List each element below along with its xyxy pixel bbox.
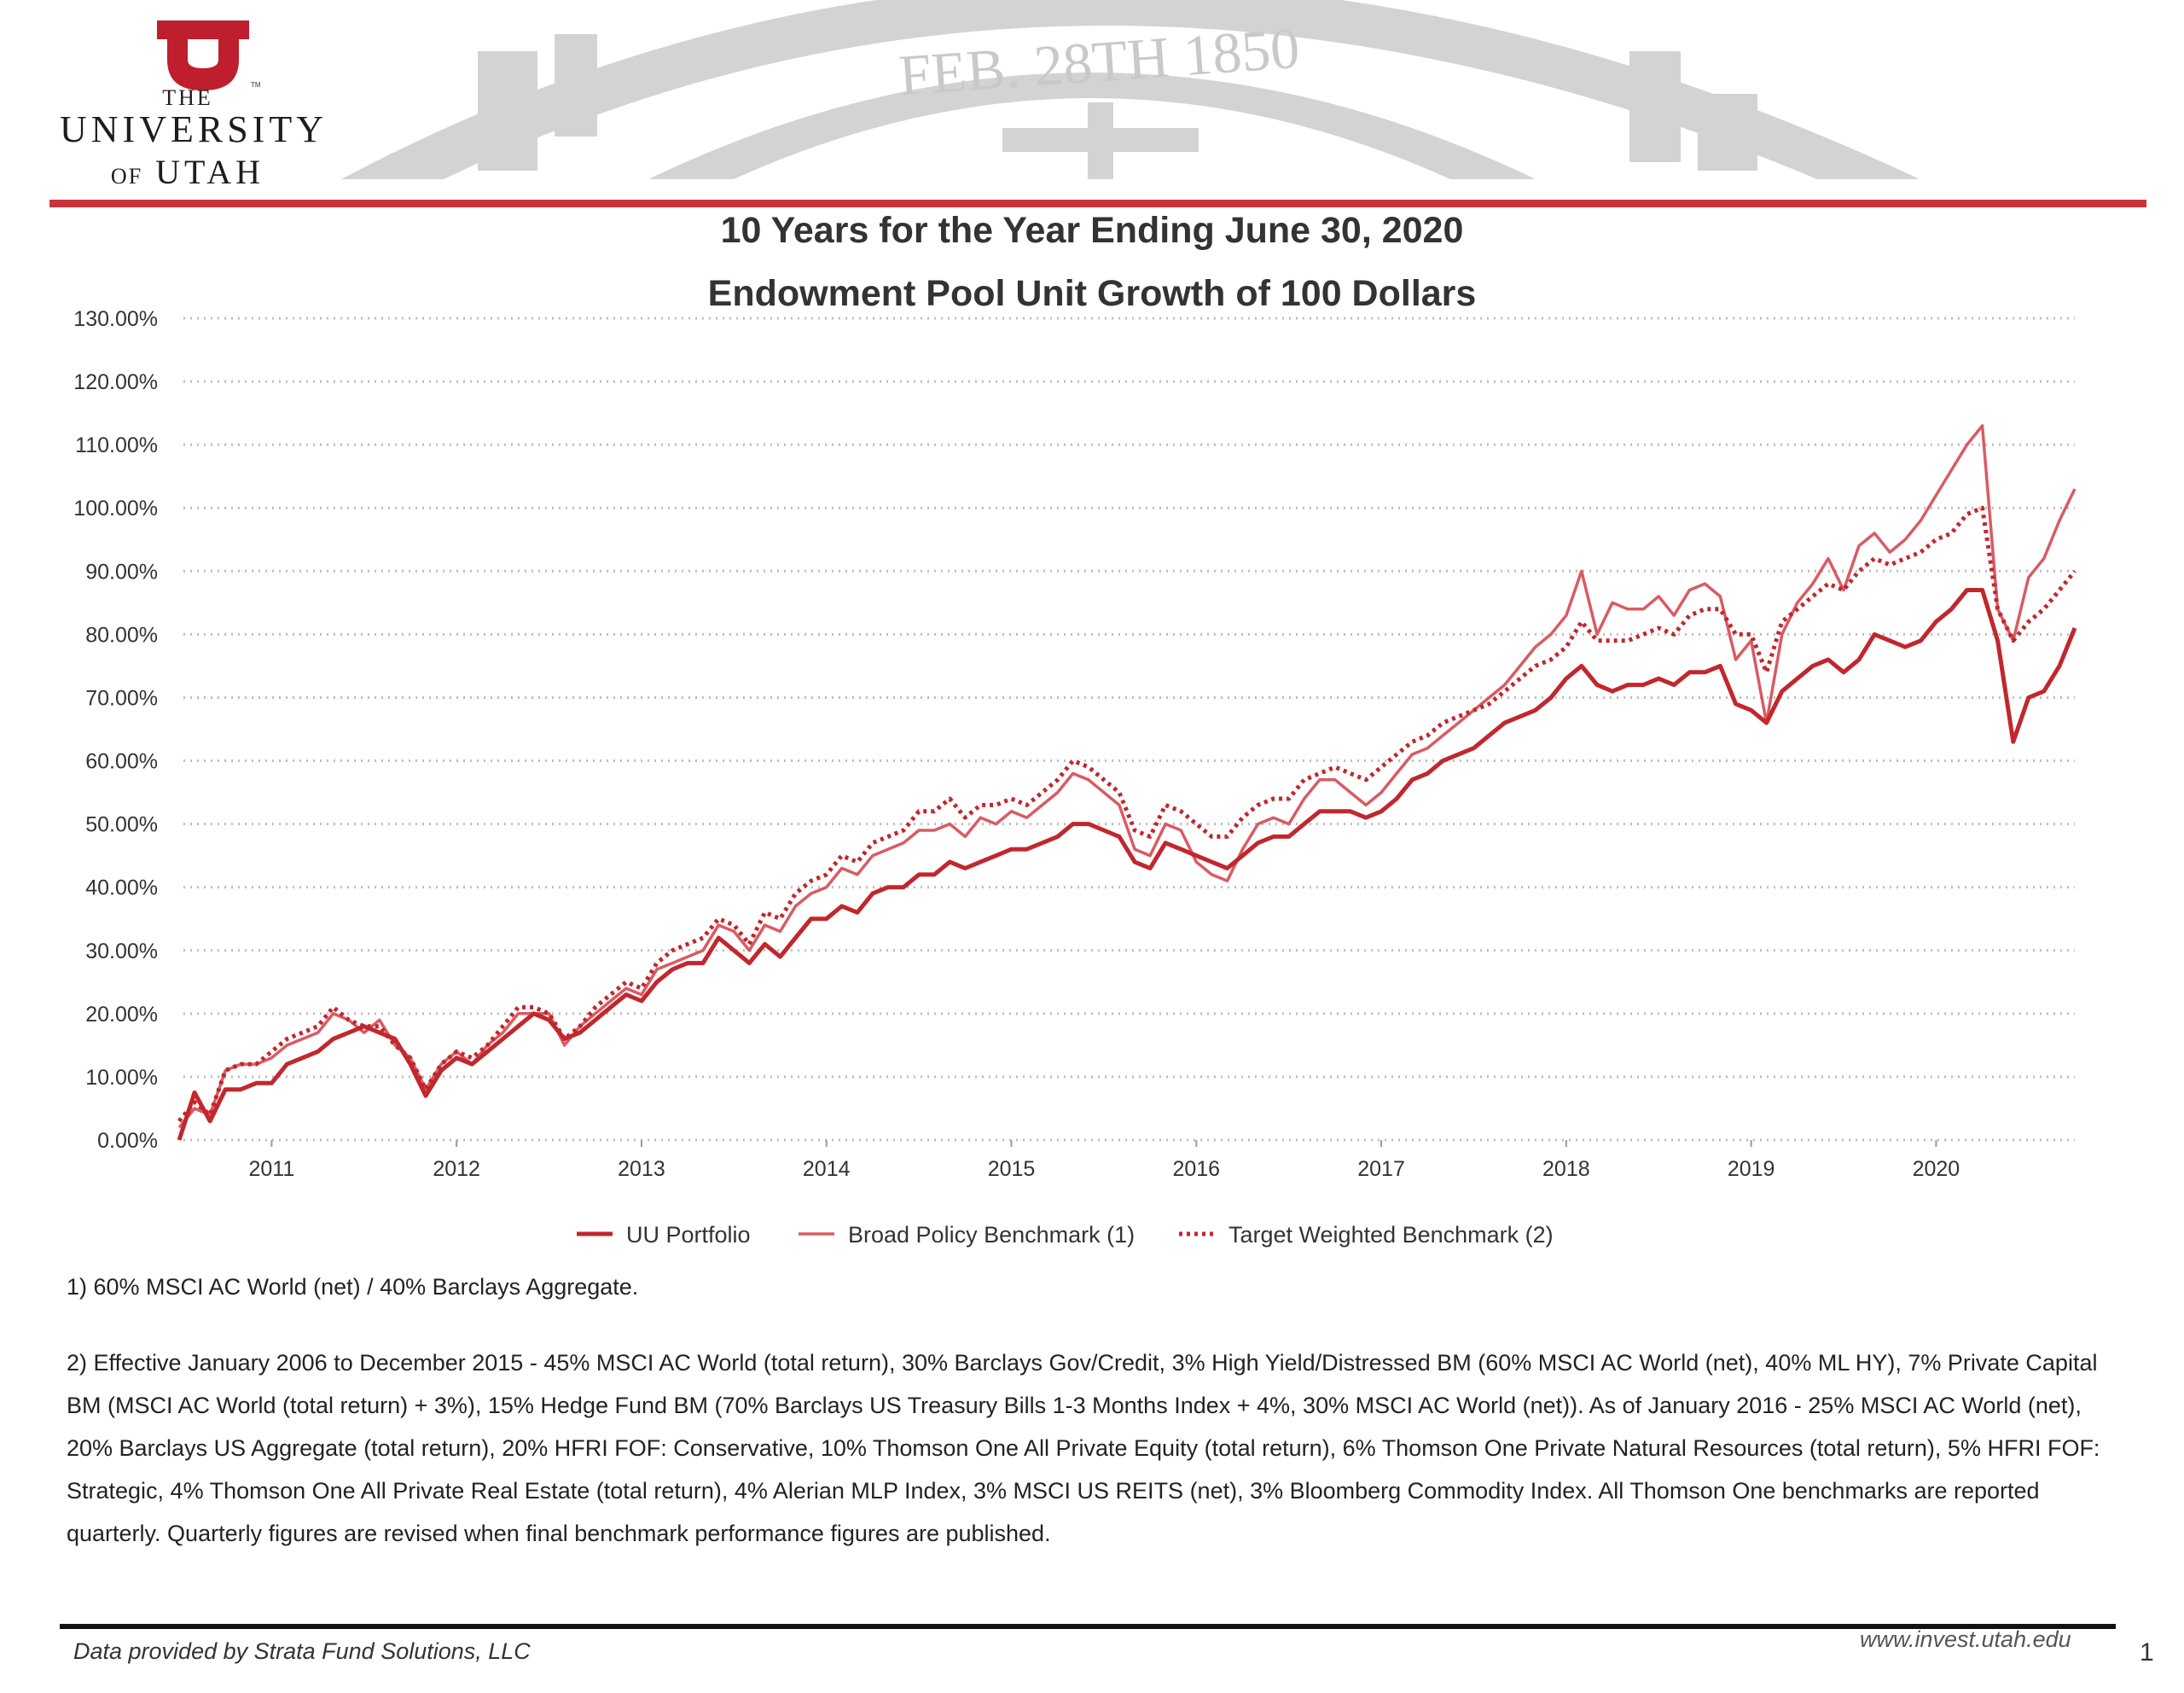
legend-label: Target Weighted Benchmark (2) [1228, 1222, 1554, 1248]
legend-label: UU Portfolio [626, 1222, 751, 1248]
x-tick-label: 2014 [803, 1157, 851, 1181]
footnote-2: 2) Effective January 2006 to December 20… [67, 1350, 2100, 1546]
logo-of: OF [110, 164, 143, 189]
y-tick-label: 60.00% [85, 750, 158, 774]
x-tick-label: 2019 [1728, 1157, 1775, 1181]
series-line-0 [177, 588, 2077, 1141]
chart-title: 10 Years for the Year Ending June 30, 20… [720, 210, 1464, 251]
grid-lines [183, 317, 2075, 1142]
y-tick-label: 100.00% [73, 497, 158, 521]
logo-utah: UTAH [155, 153, 265, 191]
logo-tm: TM [251, 81, 261, 89]
x-tick-label: 2015 [988, 1157, 1036, 1181]
y-tick-label: 40.00% [85, 876, 158, 900]
y-tick-label: 110.00% [75, 433, 158, 457]
logo-the: THE [162, 85, 213, 110]
x-tick-label: 2020 [1913, 1157, 1960, 1181]
chart-subtitle: Endowment Pool Unit Growth of 100 Dollar… [707, 273, 1477, 314]
logo-of-utah: OF UTAH [60, 152, 316, 192]
y-tick-label: 120.00% [73, 370, 158, 394]
y-axis-ticks: 0.00% 10.00% 20.00% 30.00% 40.00% 50.00% 60.00… [73, 307, 158, 1153]
page-header: FEB. 28TH 1850 TM THE UNIVERSITY OF UTAH [0, 0, 2184, 213]
block-u-icon: TM [157, 20, 261, 90]
x-tick-label: 2011 [249, 1157, 295, 1181]
x-axis-ticks: 2011 2012 2013 2014 2015 2016 2017 2018 2019 2020 [249, 1140, 1960, 1181]
series-line-1 [177, 424, 2077, 1129]
data-source-note: Data provided by Strata Fund Solutions, … [73, 1638, 531, 1664]
website-url[interactable]: www.invest.utah.edu [1860, 1626, 2071, 1652]
header-rule [49, 200, 2146, 207]
footer-rule [60, 1624, 2116, 1629]
legend: UU Portfolio Broad Policy Benchmark (1) Ta… [577, 1222, 1554, 1248]
x-tick-label: 2013 [618, 1157, 665, 1181]
y-tick-label: 50.00% [85, 813, 158, 837]
y-tick-label: 30.00% [85, 940, 158, 963]
x-tick-label: 2018 [1542, 1157, 1590, 1181]
growth-chart: 0.00% 10.00% 20.00% 30.00% 40.00% 50.00% 60.00… [73, 307, 2077, 1248]
y-tick-label: 90.00% [85, 560, 158, 584]
x-tick-label: 2016 [1172, 1157, 1220, 1181]
y-tick-label: 130.00% [73, 307, 158, 331]
logo-university: UNIVERSITY [60, 108, 328, 150]
page-number: 1 [2140, 1638, 2154, 1667]
university-logo: TM THE UNIVERSITY OF UTAH [60, 17, 328, 191]
footnotes: 1) 60% MSCI AC World (net) / 40% Barclay… [67, 1270, 2131, 1555]
x-tick-label: 2012 [433, 1157, 480, 1181]
footnote-1: 1) 60% MSCI AC World (net) / 40% Barclay… [67, 1274, 639, 1300]
y-tick-label: 0.00% [97, 1129, 158, 1153]
y-tick-label: 70.00% [85, 686, 158, 710]
y-tick-label: 20.00% [85, 1003, 158, 1027]
y-tick-label: 80.00% [85, 623, 158, 647]
legend-label: Broad Policy Benchmark (1) [848, 1222, 1135, 1248]
series-lines [177, 424, 2077, 1141]
seal-watermark: FEB. 28TH 1850 [341, 0, 1920, 179]
y-tick-label: 10.00% [85, 1066, 158, 1090]
x-tick-label: 2017 [1357, 1157, 1405, 1181]
series-line-2 [177, 505, 2077, 1123]
